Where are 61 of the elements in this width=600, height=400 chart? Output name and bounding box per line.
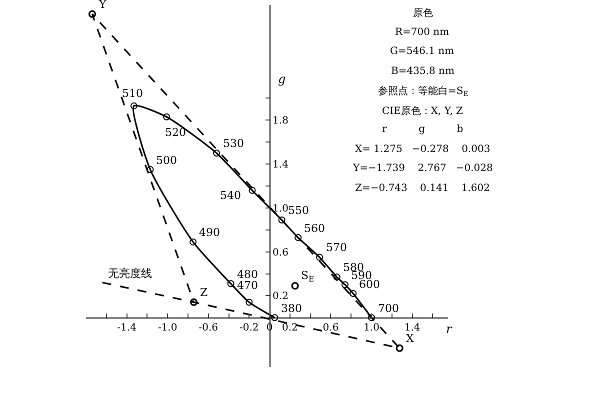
x-tick-label: -1.4 <box>117 322 136 334</box>
point <box>278 216 286 224</box>
x-tick-label: 1.0 <box>364 322 380 334</box>
point <box>248 186 256 194</box>
annotation: X <box>406 332 414 345</box>
y-tick-label: 0.2 <box>272 291 288 302</box>
annotation: 530 <box>223 137 244 150</box>
annotation: G=546.1 nm <box>390 46 455 57</box>
point <box>350 290 357 297</box>
annotation: Z <box>200 286 208 299</box>
point <box>213 150 220 157</box>
y-axis-title: g <box>278 72 286 86</box>
point <box>227 280 234 288</box>
annotation: 380 <box>281 302 302 315</box>
annotation: 560 <box>304 222 325 235</box>
point <box>316 254 324 261</box>
x-tick-label: -1.0 <box>158 322 178 334</box>
x-tick-label: -0.2 <box>240 322 259 334</box>
point <box>294 234 302 242</box>
annotation: 500 <box>156 154 177 167</box>
annotation: 原色 <box>413 7 433 19</box>
annotation: 无亮度线 <box>108 267 152 280</box>
annotation: 470 <box>237 279 258 292</box>
annotation: 参照点：等能白=S$_{E}$ <box>378 85 468 98</box>
annotation: CIE原色：X, Y, Z <box>382 105 464 117</box>
annotation: Y=−1.739 2.767 −0.028 <box>352 163 493 174</box>
annotation: 510 <box>122 87 143 100</box>
x-axis-title: r <box>446 322 453 336</box>
annotation: 600 <box>359 278 380 291</box>
annotation: 570 <box>326 241 347 254</box>
annotation: r g b <box>382 124 464 135</box>
point <box>88 10 96 18</box>
point <box>271 314 278 322</box>
x-tick-label: 1.4 <box>404 322 420 334</box>
annotation: B=435.8 nm <box>391 66 455 77</box>
y-tick-label: 0.6 <box>272 247 288 258</box>
annotation: X= 1.275 −0.278 0.003 <box>355 144 490 155</box>
y-tick-label: 1.0 <box>272 203 288 214</box>
annotation: 540 <box>220 189 241 202</box>
annotation: 700 <box>378 302 399 315</box>
x-tick-label: 0.6 <box>322 322 339 334</box>
annotation: 490 <box>199 226 220 239</box>
point <box>342 281 349 288</box>
annotation: 480 <box>237 268 258 281</box>
y-tick-label: 1.4 <box>272 160 288 171</box>
point <box>190 298 198 306</box>
annotation: Y <box>98 0 107 11</box>
y-tick-label: 1.8 <box>272 116 288 127</box>
point <box>291 282 299 290</box>
point <box>246 298 253 306</box>
point <box>396 344 404 352</box>
point <box>163 113 170 120</box>
x-tick-label: 0.2 <box>282 322 298 334</box>
annotation: R=700 nm <box>395 27 450 38</box>
annotation: 520 <box>165 126 186 139</box>
point <box>130 102 138 110</box>
annotation: 550 <box>288 204 309 217</box>
point <box>190 238 197 246</box>
annotation: Z=−0.743 0.141 1.602 <box>355 183 490 194</box>
x-tick-label: -0.6 <box>198 322 218 334</box>
annotation: S$_{E}$ <box>301 269 314 284</box>
